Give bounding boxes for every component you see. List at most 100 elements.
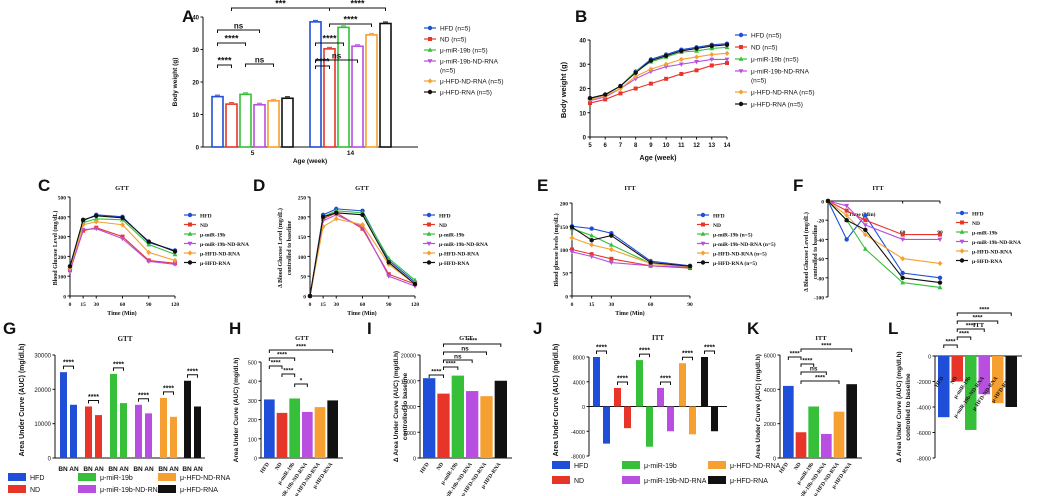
bar-an-HFDND	[170, 416, 177, 458]
data-point	[386, 260, 391, 265]
bar-miRND	[978, 356, 990, 395]
data-point	[679, 48, 684, 54]
data-point	[94, 213, 99, 219]
legend-label: HFD	[30, 475, 44, 482]
significance-bracket	[596, 350, 607, 354]
y-tick-label: -2000	[917, 380, 931, 386]
legend-label: μ-HFD-RNA	[439, 261, 469, 267]
bar-miRND	[351, 45, 364, 148]
chart-title: GTT	[355, 185, 369, 192]
significance-label: ****	[979, 307, 990, 314]
data-point	[663, 61, 669, 67]
y-axis-title: Body weight (g)	[559, 61, 568, 118]
data-point	[172, 257, 178, 263]
significance-label: ****	[639, 348, 650, 355]
x-tick-label: BN AN	[182, 466, 203, 473]
significance-bracket	[800, 380, 840, 384]
y-tick-label: 30000	[34, 354, 51, 360]
data-point	[589, 238, 594, 243]
data-point	[678, 56, 684, 62]
data-point	[412, 277, 418, 282]
data-point	[589, 254, 595, 260]
significance-label: ****	[283, 368, 294, 375]
significance-label: ****	[163, 385, 174, 392]
data-point	[426, 250, 432, 256]
data-point	[427, 89, 433, 95]
data-point	[633, 86, 638, 91]
data-point	[360, 222, 365, 228]
data-point	[608, 260, 614, 266]
significance-bracket	[956, 336, 972, 340]
bar-miRND	[821, 433, 832, 458]
y-tick-label: 0	[413, 457, 416, 463]
bar-HFDRNA	[494, 380, 507, 458]
data-point	[187, 212, 193, 218]
legend-swatch	[622, 476, 640, 484]
significance-bracket	[217, 64, 232, 68]
significance-bracket	[617, 381, 628, 385]
significance-bracket	[428, 374, 444, 378]
legend-label: μ-miR-19b-ND-RNA	[751, 69, 810, 76]
y-tick-label: 10	[192, 113, 199, 119]
x-tick-label: ND	[274, 462, 283, 472]
x-tick-label: 0	[69, 302, 72, 308]
bottom-legend: HFD μ-miR-19b μ-HFD-ND-RNA ND μ-miR-19b-ND-R…	[8, 473, 231, 494]
y-tick-label: 200	[58, 255, 67, 261]
significance-bracket	[956, 320, 999, 324]
data-point	[146, 241, 152, 247]
bar-an-HFDND	[689, 406, 696, 435]
bar-HFD	[783, 385, 794, 458]
y-tick-label: 100	[248, 437, 257, 443]
significance-label: ****	[138, 392, 149, 399]
legend-label: HFD	[574, 463, 588, 470]
x-axis-title: Age (week)	[640, 155, 677, 162]
data-point	[700, 241, 706, 247]
x-axis-title: Time (Min)	[347, 310, 376, 317]
legend-label: (n=5)	[751, 78, 766, 85]
significance-label: ****	[790, 351, 801, 358]
panel-l: ITT -8000 -6000 -4000 -2000 0 Δ Area Under Cur…	[896, 307, 1022, 463]
series-line-HFD	[309, 208, 416, 297]
data-point	[67, 264, 73, 269]
data-point	[589, 242, 595, 248]
panel-label-E: E	[537, 176, 548, 195]
data-point	[738, 56, 744, 61]
significance-label: ****	[959, 331, 970, 338]
bar-HFDRNA	[379, 22, 392, 148]
significance-bracket	[217, 42, 246, 46]
data-point	[428, 37, 432, 41]
bar-bn-HFDRNA	[701, 357, 708, 407]
data-point	[187, 250, 193, 256]
y-tick-label: 30	[192, 48, 199, 54]
data-point	[334, 210, 339, 216]
data-point	[120, 236, 125, 242]
bar-HFDND	[267, 100, 280, 148]
data-point	[386, 272, 391, 277]
y-tick-label: 150	[298, 235, 307, 241]
legend-label: μ-miR-19b-ND-RNA	[200, 242, 249, 248]
panel-j: ITT -8000 -4000 0 4000 8000 Area Under Curve (…	[553, 334, 727, 461]
x-tick-label: 15	[589, 302, 595, 308]
data-point	[412, 281, 418, 287]
chart-title: ITT	[652, 334, 664, 342]
legend-label: μ-HFD-ND-RNA	[439, 252, 479, 258]
data-point	[172, 262, 178, 267]
y-tick-label: -8000	[571, 455, 585, 461]
significance-label: ns	[461, 346, 469, 353]
data-point	[678, 62, 684, 67]
legend-swatch	[78, 485, 96, 493]
legend-label: μ-HFD-ND-RNA	[200, 252, 240, 258]
legend-label: μ-miR-19b-ND-RNA (n=5)	[713, 241, 776, 248]
x-axis-title: Time (Min)	[849, 211, 876, 218]
significance-label: ****	[63, 360, 74, 367]
data-point	[427, 59, 433, 64]
y-axis-title: Δ Area Under Curve (AUC) (mg/dl.h)	[896, 351, 903, 462]
bar-an-miR	[120, 403, 127, 458]
significance-bracket	[956, 328, 985, 332]
x-tick-label: 14	[347, 150, 355, 157]
data-point	[320, 224, 326, 230]
y-tick-label: 20	[192, 81, 199, 87]
series-line-HFDRNA	[309, 212, 416, 297]
significance-label: ****	[815, 375, 826, 382]
